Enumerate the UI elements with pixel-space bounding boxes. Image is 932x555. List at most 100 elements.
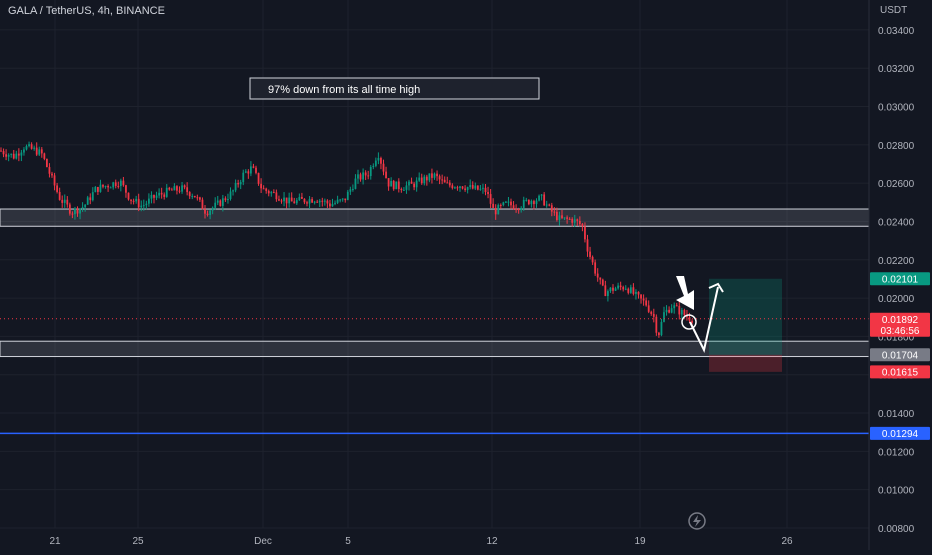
- candle-body: [178, 190, 181, 192]
- candle-body: [20, 152, 23, 156]
- candle-body: [658, 332, 660, 336]
- candle-body: [387, 178, 390, 187]
- candle-body: [81, 207, 84, 209]
- candle-body: [415, 180, 418, 188]
- candle-body: [313, 201, 316, 203]
- candle-body: [232, 190, 234, 192]
- candle-body: [395, 181, 398, 190]
- y-tick-label: 0.02600: [878, 179, 915, 190]
- candle-body: [527, 199, 530, 205]
- x-tick-label: 19: [634, 536, 646, 547]
- candle-body: [102, 184, 104, 187]
- candle-body: [466, 187, 469, 190]
- candle-body: [522, 199, 525, 208]
- candle-body: [573, 219, 576, 223]
- candle-body: [535, 200, 538, 205]
- projection-path: [689, 286, 719, 353]
- candle-body: [487, 191, 489, 195]
- candle-body: [270, 192, 273, 194]
- candle-body: [357, 174, 359, 179]
- candle-body: [609, 287, 612, 292]
- candle-body: [193, 195, 196, 198]
- x-tick-label: 21: [49, 536, 61, 547]
- countdown-label: 03:46:56: [881, 326, 920, 337]
- candle-body: [627, 288, 630, 293]
- candle-body: [591, 256, 594, 263]
- candle-body: [224, 198, 227, 201]
- candle-body: [339, 199, 342, 201]
- candle-body: [502, 202, 505, 206]
- candle-body: [12, 153, 15, 159]
- candle-body: [326, 200, 329, 204]
- candle-body: [316, 201, 319, 203]
- candle-body: [413, 183, 415, 188]
- candle-body: [571, 218, 574, 223]
- candle-body: [176, 186, 178, 191]
- candle-body: [239, 182, 242, 185]
- price-badge-label: 0.01615: [882, 367, 919, 378]
- candle-body: [446, 182, 449, 184]
- candle-body: [548, 204, 551, 206]
- candle-body: [114, 182, 117, 186]
- candle-body: [288, 197, 291, 204]
- candle-body: [599, 277, 602, 280]
- candle-body: [170, 189, 173, 191]
- candle-body: [566, 217, 568, 219]
- candle-body: [35, 147, 38, 155]
- candle-body: [204, 209, 206, 214]
- candle-body: [372, 165, 375, 168]
- candle-body: [125, 185, 127, 193]
- candle-body: [306, 202, 308, 204]
- candle-body: [28, 144, 30, 147]
- candle-body: [71, 213, 74, 215]
- candle-body: [165, 187, 168, 197]
- candle-body: [56, 185, 58, 192]
- candle-body: [352, 188, 354, 190]
- candle-body: [43, 153, 46, 159]
- candle-body: [17, 153, 20, 156]
- y-tick-label: 0.03000: [878, 103, 915, 114]
- candle-body: [400, 188, 403, 191]
- candle-body: [568, 218, 571, 220]
- candle-body: [290, 197, 293, 202]
- candle-body: [584, 226, 586, 240]
- candle-body: [428, 173, 431, 181]
- candle-body: [186, 187, 189, 193]
- candle-body: [448, 182, 451, 186]
- candle-body: [68, 204, 71, 214]
- candle-body: [76, 208, 79, 214]
- candle-body: [482, 187, 484, 189]
- y-tick-label: 0.02800: [878, 141, 915, 152]
- candle-body: [132, 200, 135, 202]
- position-target-zone: [709, 278, 782, 355]
- candle-body: [354, 178, 357, 189]
- candle-body: [214, 202, 217, 208]
- y-tick-label: 0.03200: [878, 64, 915, 75]
- candle-body: [558, 215, 561, 221]
- x-tick-label: 25: [132, 536, 144, 547]
- candle-body: [91, 192, 94, 201]
- candle-body: [63, 199, 66, 203]
- candle-body: [112, 182, 115, 188]
- candle-body: [436, 173, 438, 177]
- candle-body: [545, 204, 548, 206]
- candle-body: [255, 167, 257, 173]
- candle-body: [153, 194, 155, 198]
- candle-body: [543, 194, 546, 206]
- candle-body: [520, 207, 523, 211]
- candle-body: [119, 180, 122, 187]
- candle-body: [84, 204, 87, 208]
- candle-body: [158, 192, 160, 196]
- candle-body: [311, 199, 313, 203]
- candle-body: [209, 210, 211, 215]
- y-tick-label: 0.01800: [878, 332, 915, 343]
- candle-body: [237, 183, 240, 185]
- candle-body: [145, 203, 148, 206]
- candle-body: [99, 184, 102, 192]
- candle-body: [382, 163, 385, 172]
- candle-body: [617, 285, 619, 289]
- candle-body: [38, 149, 41, 155]
- candle-body: [285, 197, 288, 204]
